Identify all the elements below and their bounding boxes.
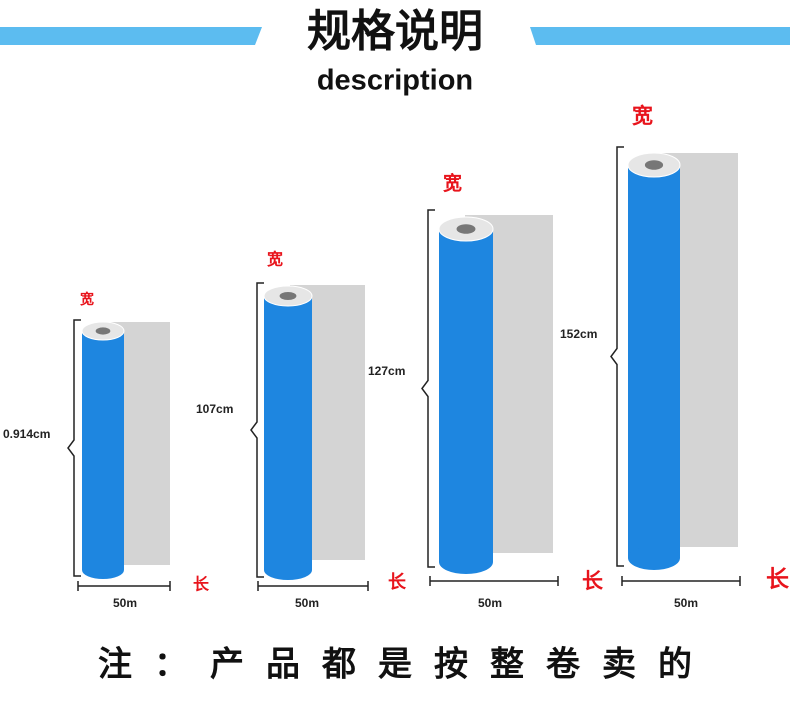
roll-bottom (264, 560, 312, 580)
length-value: 50m (674, 596, 698, 610)
height-bracket (421, 209, 435, 568)
roll-core (644, 160, 664, 170)
subtitle: description (317, 65, 473, 97)
height-label: 0.914cm (3, 427, 50, 441)
roll-body (82, 331, 124, 570)
height-label: 152cm (560, 327, 597, 341)
height-label: 107cm (196, 402, 233, 416)
width-label: 宽 (443, 172, 462, 195)
roll-core (456, 224, 476, 234)
length-value: 50m (295, 596, 319, 610)
roll-body (264, 296, 312, 570)
length-label: 长 (766, 567, 790, 593)
roll-body (628, 165, 680, 558)
header-bar-left (0, 27, 262, 45)
length-value: 50m (113, 596, 137, 610)
roll-bottom (439, 550, 493, 574)
title: 规格说明 (307, 6, 483, 57)
length-label: 长 (582, 569, 604, 593)
roll-core (95, 327, 111, 335)
roll-core (279, 292, 297, 300)
roll-bottom (628, 546, 680, 570)
height-bracket (250, 282, 264, 578)
height-bracket (67, 319, 81, 577)
header-bar-right (530, 27, 790, 45)
length-line (77, 581, 171, 591)
length-label: 长 (388, 572, 407, 593)
height-label: 127cm (368, 364, 405, 378)
width-label: 宽 (632, 104, 653, 128)
width-label: 宽 (267, 250, 283, 269)
length-line (257, 581, 369, 591)
roll-body (439, 229, 493, 562)
length-line (621, 576, 741, 586)
width-label: 宽 (80, 291, 94, 308)
length-line (429, 576, 559, 586)
length-value: 50m (478, 596, 502, 610)
height-bracket (610, 146, 624, 567)
note: 注：产品都是按整卷卖的 (98, 645, 714, 685)
rolls: 0.914cm 宽 50m 长 107cm 宽 50m 长 127cm 宽 50m 长 152cm 宽 50… (3, 104, 790, 610)
length-label: 长 (193, 575, 210, 594)
roll-bottom (82, 561, 124, 579)
